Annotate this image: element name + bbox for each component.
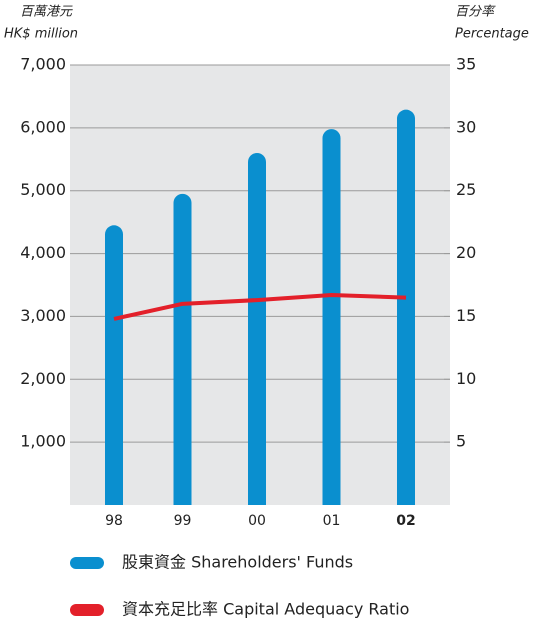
x-tick-label: 01 [323, 513, 341, 529]
y2-axis-label: Percentage [455, 27, 529, 42]
y-axis-label: HK$ million [4, 27, 78, 42]
y-tick-label: 4,000 [20, 243, 66, 262]
x-tick-label: 98 [105, 513, 123, 529]
x-tick-label: 00 [248, 513, 266, 529]
x-tick-label: 99 [174, 513, 192, 529]
x-tick-label: 02 [396, 513, 415, 529]
y-tick-label: 3,000 [20, 306, 66, 325]
bar [322, 129, 341, 505]
y2-tick-label: 20 [456, 243, 476, 262]
bar [248, 153, 266, 505]
legend-marker [70, 604, 104, 616]
y-tick-label: 2,000 [20, 369, 66, 388]
y2-tick-label: 35 [456, 55, 476, 74]
y-tick-label: 7,000 [20, 55, 66, 74]
y2-tick-label: 5 [456, 432, 466, 451]
y-tick-label: 5,000 [20, 180, 66, 199]
y-tick-label: 1,000 [20, 432, 66, 451]
y2-tick-label: 15 [456, 306, 476, 325]
y-tick-label: 6,000 [20, 117, 66, 136]
legend-marker [70, 557, 104, 569]
y2-tick-label: 10 [456, 369, 476, 388]
bar [173, 193, 192, 505]
bar [105, 225, 123, 505]
y2-axis-label: 百分率 [455, 4, 496, 20]
legend-label: 股東資金 Shareholders' Funds [122, 553, 353, 572]
bar [397, 109, 415, 505]
y2-tick-label: 30 [456, 117, 476, 136]
line [113, 293, 407, 321]
legend-label: 資本充足比率 Capital Adequacy Ratio [122, 600, 409, 619]
y-axis-label: 百萬港元 [20, 5, 73, 20]
y2-tick-label: 25 [456, 180, 476, 199]
